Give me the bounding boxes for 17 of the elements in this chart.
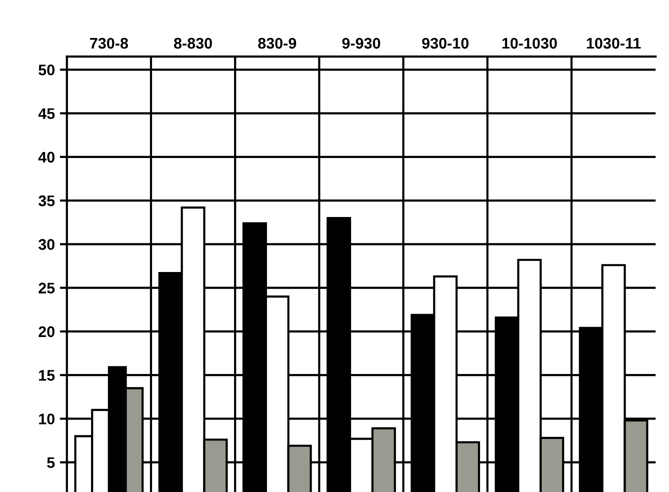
x-tick-label: 730-8 <box>90 38 128 49</box>
y-tick-label: 40 <box>38 152 54 163</box>
y-tick-label: 30 <box>38 239 54 250</box>
x-tick-label: 830-9 <box>258 38 296 49</box>
y-tick-label: 45 <box>38 108 55 119</box>
y-tick-label: 50 <box>38 64 54 76</box>
y-tick-label: 5 <box>47 457 55 468</box>
y-tick-label: 20 <box>38 326 54 338</box>
x-tick-label: 8-830 <box>174 38 212 49</box>
y-tick-label: 15 <box>39 370 55 381</box>
y-tick-label: 10 <box>39 414 54 424</box>
x-tick-label: 9-930 <box>342 38 380 49</box>
x-tick-label: 10-1030 <box>502 38 557 49</box>
y-tick-label: 25 <box>38 282 55 294</box>
x-tick-label: 1030-11 <box>586 38 641 49</box>
y-tick-label: 35 <box>38 195 55 206</box>
x-tick-label: 930-10 <box>422 38 469 49</box>
